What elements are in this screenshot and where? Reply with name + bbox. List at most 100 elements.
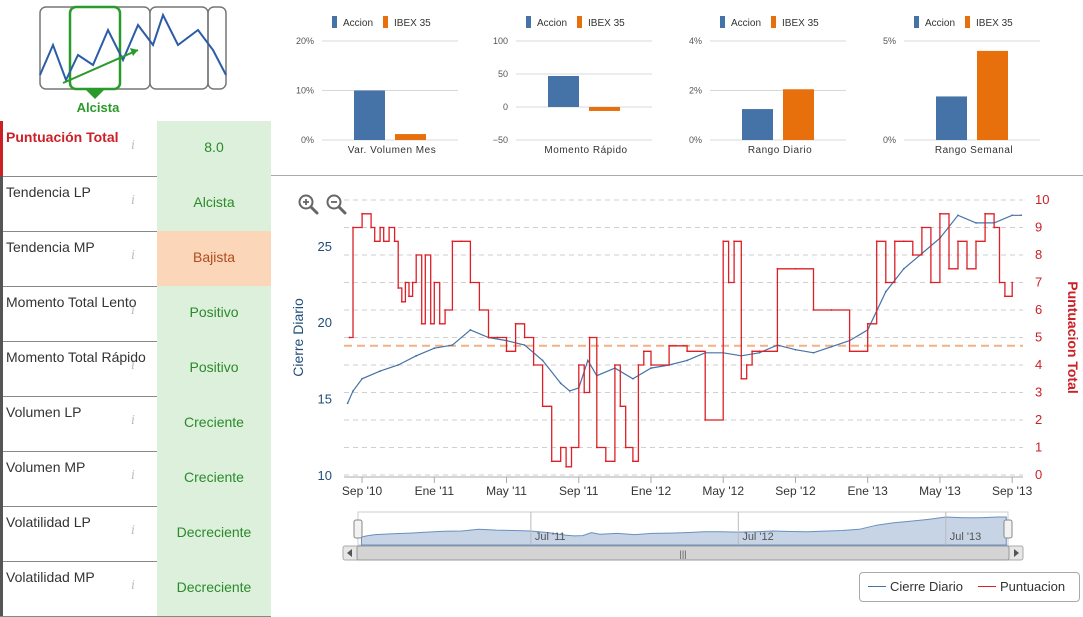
series-point-puntuacion xyxy=(595,446,598,449)
series-point-puntuacion xyxy=(875,240,878,243)
trend-chart-icon xyxy=(39,5,227,99)
series-point-cierre xyxy=(379,370,382,373)
mini-legend-item[interactable]: IBEX 35 xyxy=(383,16,431,29)
score-row-label: Volumen LP xyxy=(0,396,150,451)
series-line-cierre xyxy=(347,214,1022,404)
y-tick-label: 4% xyxy=(689,36,702,46)
series-point-puntuacion xyxy=(415,254,418,256)
series-point-puntuacion xyxy=(588,336,591,339)
mini-legend-item[interactable]: IBEX 35 xyxy=(577,16,625,29)
series-point-puntuacion xyxy=(388,226,391,229)
series-point-puntuacion xyxy=(957,240,959,243)
series-point-puntuacion xyxy=(733,240,735,243)
series-point-puntuacion xyxy=(505,350,508,353)
legend-label-cierre: Cierre Diario xyxy=(890,579,963,594)
info-icon[interactable]: i xyxy=(131,193,135,207)
bar-ibex xyxy=(977,50,1008,140)
y2-tick-label: 3 xyxy=(1035,385,1042,400)
mini-legend: Accion IBEX 35 xyxy=(914,16,1023,29)
legend-item-cierre[interactable]: Cierre Diario xyxy=(868,579,963,594)
score-row-label: Volatilidad LP xyxy=(0,506,150,561)
y-tick-label: 5% xyxy=(883,36,896,46)
y-tick-label: 20% xyxy=(296,36,314,46)
mini-legend-item[interactable]: Accion xyxy=(332,16,373,29)
score-row-value: Decreciente xyxy=(157,506,271,561)
info-icon[interactable]: i xyxy=(131,523,135,537)
series-point-puntuacion xyxy=(893,240,896,243)
y2-tick-label: 6 xyxy=(1035,302,1042,317)
mini-legend-item[interactable]: IBEX 35 xyxy=(771,16,819,29)
series-point-puntuacion xyxy=(939,212,941,215)
mini-legend-label: Accion xyxy=(925,18,956,29)
y-tick-label: 10 xyxy=(318,468,332,483)
score-row-value: 8.0 xyxy=(157,121,271,176)
mini-legend-item[interactable]: IBEX 35 xyxy=(965,16,1013,29)
mini-legend-label: IBEX 35 xyxy=(976,18,1013,29)
series-point-puntuacion xyxy=(948,267,950,270)
info-icon[interactable]: i xyxy=(131,468,135,482)
series-point-cierre xyxy=(1020,214,1023,217)
series-point-puntuacion xyxy=(998,281,1001,284)
series-point-cierre xyxy=(361,377,363,380)
mini-legend-label: Accion xyxy=(537,18,568,29)
navigator[interactable]: Jul '11 Jul '12 Jul '13 ||| xyxy=(340,508,1040,564)
bar-ibex xyxy=(395,134,426,140)
info-icon[interactable]: i xyxy=(131,413,135,427)
series-point-puntuacion xyxy=(550,460,553,463)
scroll-right-arrow xyxy=(1014,549,1019,557)
y-tick-label: 10% xyxy=(296,86,314,96)
navigator-label: Jul '11 xyxy=(535,531,566,543)
legend-swatch xyxy=(914,16,919,28)
info-icon[interactable]: i xyxy=(131,358,135,372)
mini-legend-item[interactable]: Accion xyxy=(914,16,956,29)
info-icon[interactable]: i xyxy=(131,303,135,317)
navigator-handle-right xyxy=(1003,519,1013,539)
x-tick-label: Sep '13 xyxy=(992,484,1033,498)
series-point-puntuacion xyxy=(460,240,463,243)
legend-line-cierre xyxy=(868,586,886,587)
series-point-puntuacion xyxy=(866,322,869,325)
x-tick-label: Sep '12 xyxy=(775,484,816,498)
series-point-puntuacion xyxy=(565,465,568,468)
bar-ibex xyxy=(589,107,620,111)
series-point-cierre xyxy=(352,390,354,392)
mini-legend-label: IBEX 35 xyxy=(394,18,431,29)
series-point-cierre xyxy=(451,344,454,347)
legend-item-puntuacion[interactable]: Puntuacion xyxy=(978,579,1065,594)
mini-legend-item[interactable]: Accion xyxy=(526,16,568,29)
series-point-puntuacion xyxy=(420,322,423,325)
navigator-handle-left xyxy=(353,519,363,539)
series-point-puntuacion xyxy=(794,267,797,270)
series-point-cierre xyxy=(758,351,761,354)
bar-accion xyxy=(742,109,773,140)
info-icon[interactable]: i xyxy=(131,578,135,592)
bar-accion xyxy=(548,75,579,107)
score-row: Momento Total Rápido i Positivo xyxy=(0,341,271,397)
series-point-cierre xyxy=(686,359,689,362)
series-point-puntuacion xyxy=(637,364,640,366)
info-icon[interactable]: i xyxy=(131,248,135,262)
y2-tick-label: 5 xyxy=(1035,330,1042,345)
series-point-puntuacion xyxy=(424,254,427,256)
y2-tick-label: 0 xyxy=(1035,467,1042,482)
score-row-value: Decreciente xyxy=(157,561,271,616)
series-point-puntuacion xyxy=(624,446,627,449)
series-point-puntuacion xyxy=(361,212,363,215)
mini-legend: Accion IBEX 35 xyxy=(720,16,829,29)
zoom-in-icon[interactable] xyxy=(297,193,319,215)
legend-label-puntuacion: Puntuacion xyxy=(1000,579,1066,594)
zoom-out-icon[interactable] xyxy=(325,193,347,215)
scrollbar-grip: ||| xyxy=(679,549,686,559)
y-tick-label: 0 xyxy=(503,102,508,112)
series-point-puntuacion xyxy=(642,350,645,353)
series-point-puntuacion xyxy=(438,322,441,325)
score-row: Tendencia MP i Bajista xyxy=(0,231,271,287)
score-row-label: Momento Total Rápido xyxy=(0,341,150,396)
series-point-puntuacion xyxy=(751,350,754,353)
mini-legend-item[interactable]: Accion xyxy=(720,16,761,29)
mini-chart-rango-semanal: Accion IBEX 35 0% 5% Rango Semanal xyxy=(870,10,1050,160)
series-point-cierre xyxy=(975,222,977,224)
info-icon[interactable]: i xyxy=(131,138,135,152)
score-row-value: Creciente xyxy=(157,396,271,451)
y2-axis-title: Puntuacion Total xyxy=(1065,281,1081,394)
